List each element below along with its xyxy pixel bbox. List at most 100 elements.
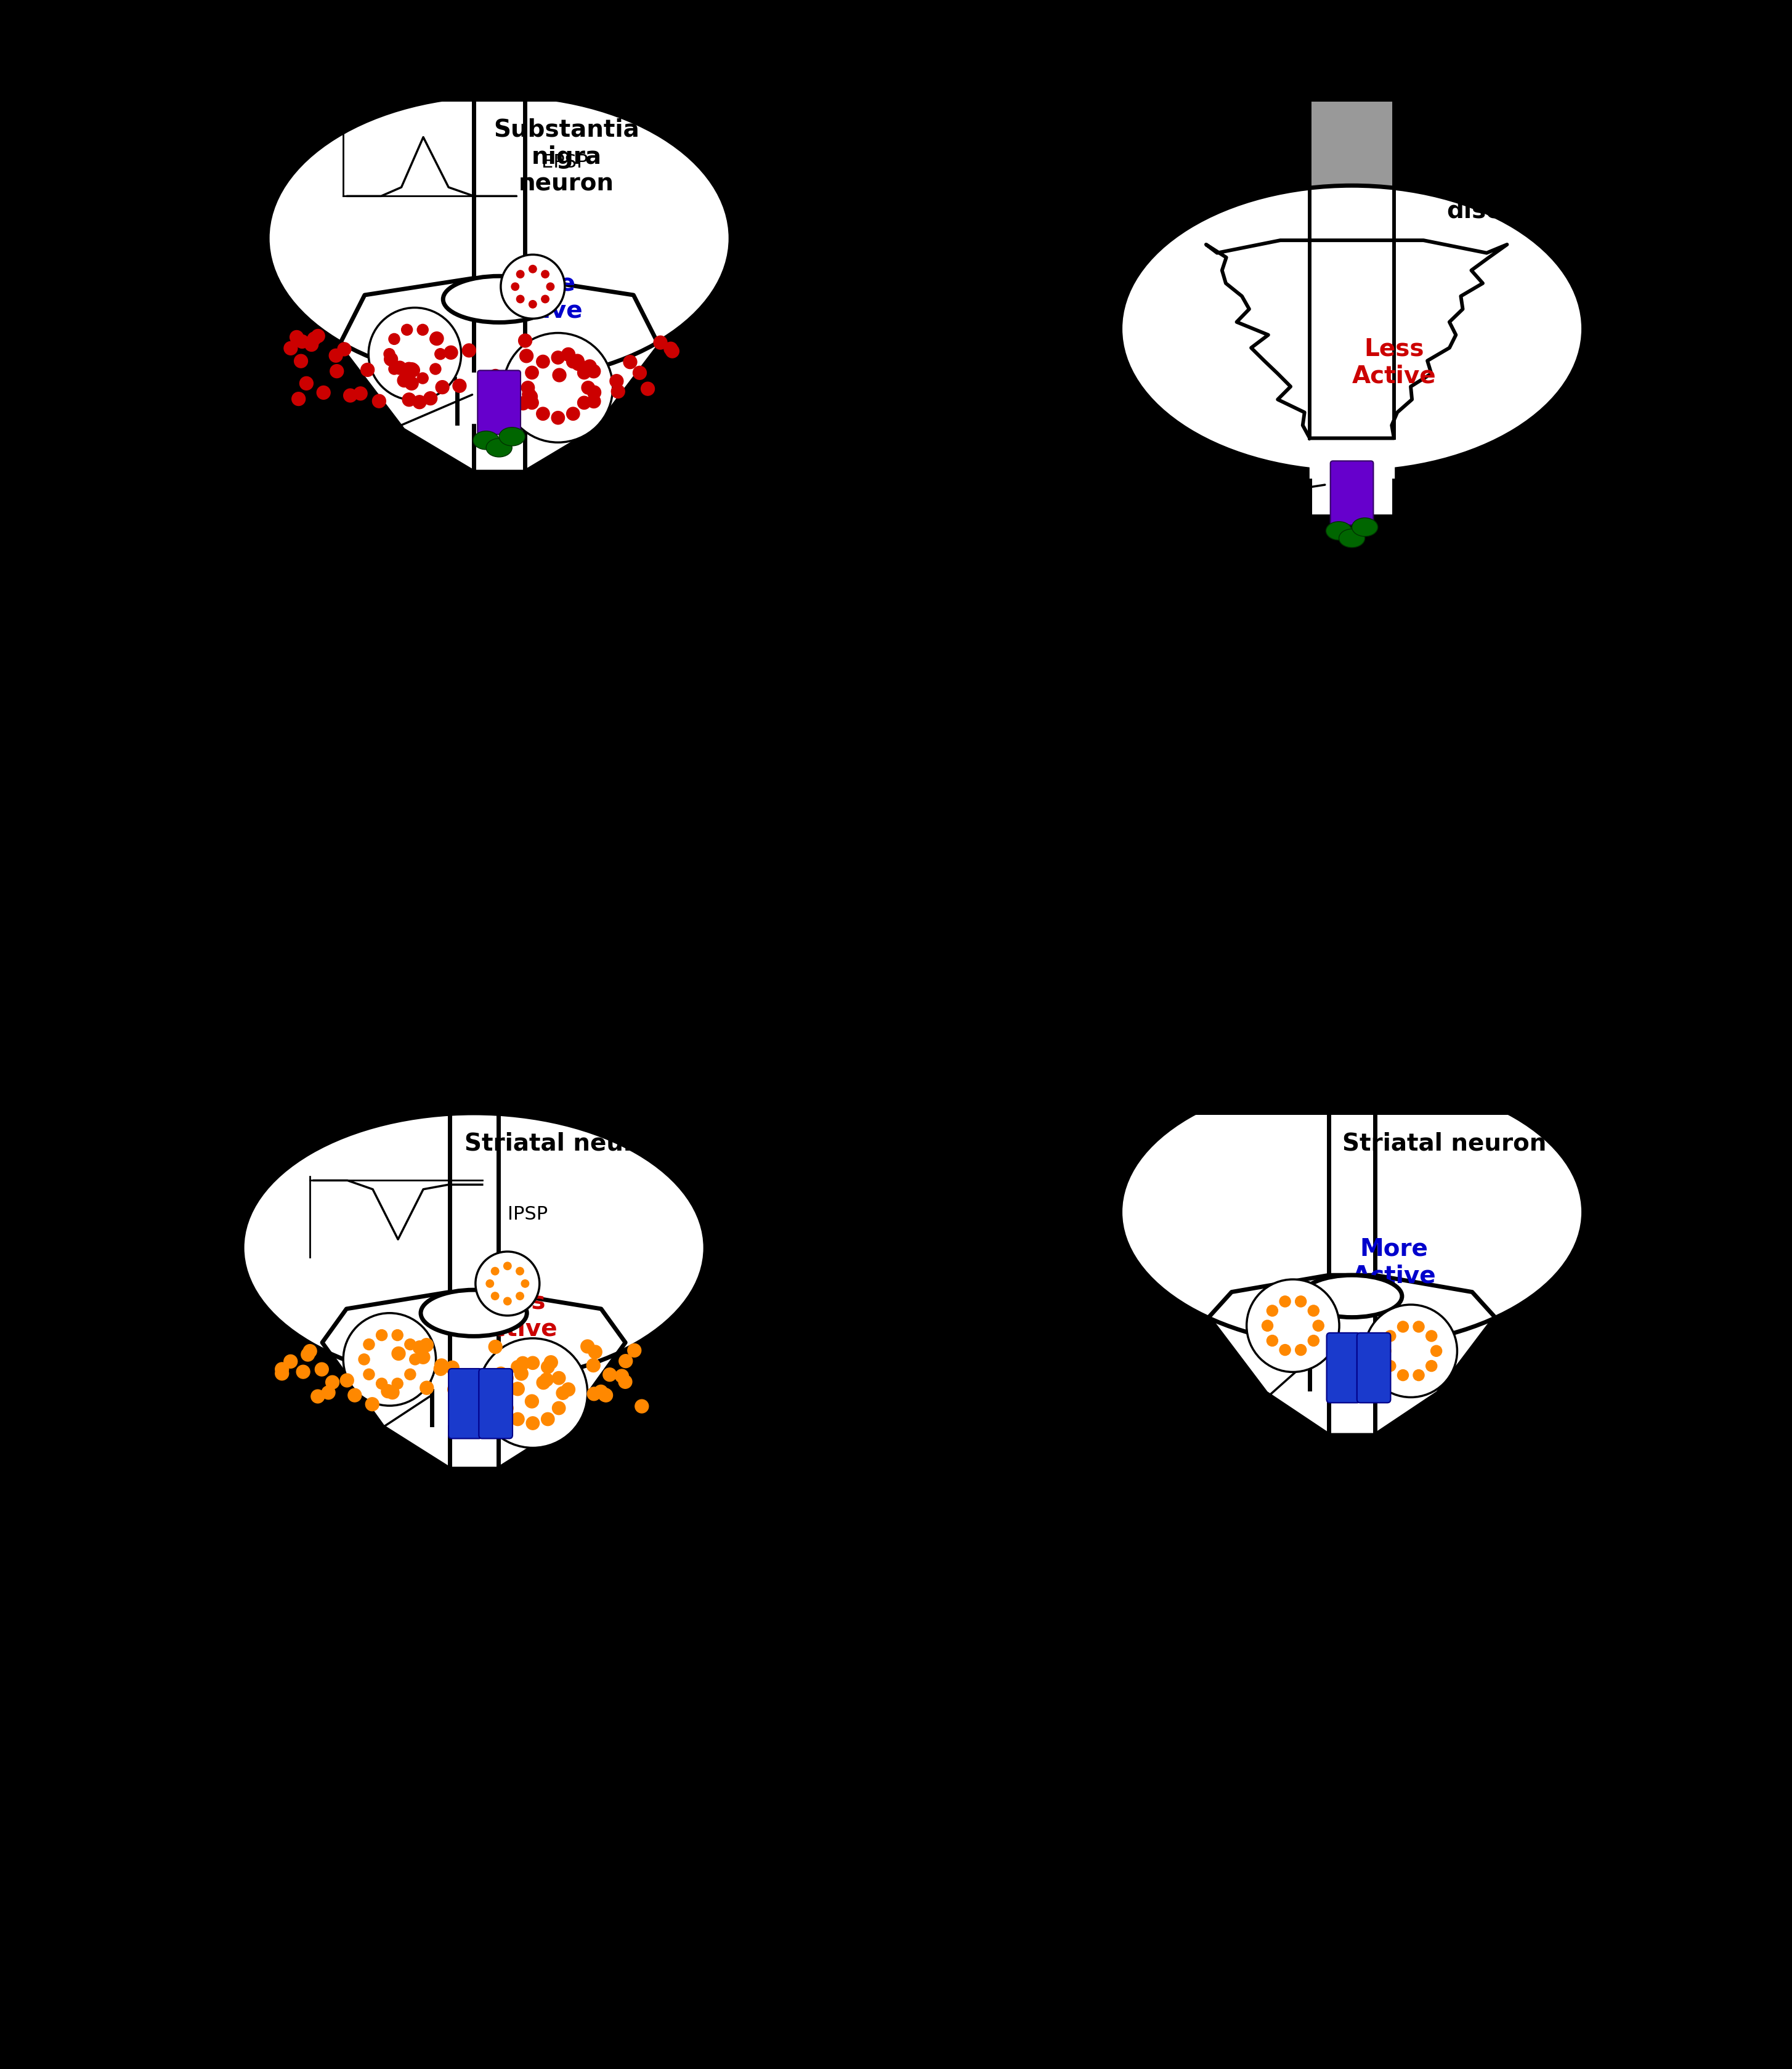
Circle shape xyxy=(358,1353,369,1366)
Circle shape xyxy=(405,362,419,377)
Circle shape xyxy=(321,1386,335,1399)
Circle shape xyxy=(1398,1322,1409,1332)
Circle shape xyxy=(615,1370,629,1382)
Circle shape xyxy=(566,408,579,420)
Circle shape xyxy=(504,1262,511,1270)
Circle shape xyxy=(1380,1345,1391,1357)
Text: Less
Active: Less Active xyxy=(473,1289,557,1341)
Circle shape xyxy=(348,1388,362,1403)
Text: Striatal
Neuron: Striatal Neuron xyxy=(957,794,1050,840)
Circle shape xyxy=(624,356,636,368)
Circle shape xyxy=(541,296,548,302)
Circle shape xyxy=(303,1345,317,1357)
Ellipse shape xyxy=(267,95,731,381)
Circle shape xyxy=(539,1374,554,1386)
Polygon shape xyxy=(473,101,525,472)
Circle shape xyxy=(1398,1370,1409,1380)
Circle shape xyxy=(500,254,564,319)
Circle shape xyxy=(511,283,520,290)
Circle shape xyxy=(419,1382,434,1395)
Circle shape xyxy=(599,1388,611,1401)
Circle shape xyxy=(552,352,564,364)
Circle shape xyxy=(373,395,385,408)
Circle shape xyxy=(392,1347,405,1359)
Circle shape xyxy=(491,1293,498,1299)
Circle shape xyxy=(401,362,416,377)
Circle shape xyxy=(434,1361,448,1376)
Circle shape xyxy=(525,395,539,410)
Circle shape xyxy=(364,1370,375,1380)
Circle shape xyxy=(498,387,513,399)
Circle shape xyxy=(654,335,667,350)
Circle shape xyxy=(296,335,308,348)
Circle shape xyxy=(435,1359,448,1372)
Circle shape xyxy=(290,331,303,343)
Ellipse shape xyxy=(1339,530,1366,548)
Text: Less
Active: Less Active xyxy=(1351,337,1435,387)
FancyBboxPatch shape xyxy=(448,1370,482,1438)
Circle shape xyxy=(1414,1370,1425,1380)
Text: D1
Receptor: D1 Receptor xyxy=(957,503,1039,542)
FancyBboxPatch shape xyxy=(478,1370,513,1438)
Circle shape xyxy=(566,356,579,368)
Circle shape xyxy=(1267,1306,1278,1316)
Circle shape xyxy=(516,1268,523,1275)
Polygon shape xyxy=(1310,480,1394,513)
Circle shape xyxy=(521,387,536,401)
Circle shape xyxy=(1385,1330,1396,1341)
Circle shape xyxy=(588,1345,602,1359)
Circle shape xyxy=(500,1372,513,1384)
Ellipse shape xyxy=(1120,186,1584,472)
Circle shape xyxy=(572,358,584,370)
Text: More
Active: More Active xyxy=(1351,1237,1435,1287)
Circle shape xyxy=(416,1351,430,1363)
Circle shape xyxy=(523,389,538,403)
Circle shape xyxy=(364,1339,375,1349)
Circle shape xyxy=(516,1357,529,1370)
Ellipse shape xyxy=(498,428,525,447)
Text: B: B xyxy=(52,1123,84,1165)
Circle shape xyxy=(385,1386,400,1399)
Circle shape xyxy=(545,1355,557,1370)
Circle shape xyxy=(405,377,418,391)
Polygon shape xyxy=(339,277,659,472)
Circle shape xyxy=(525,366,539,379)
Circle shape xyxy=(520,350,534,362)
Circle shape xyxy=(407,364,419,377)
Circle shape xyxy=(283,1355,297,1368)
Ellipse shape xyxy=(421,1289,527,1337)
Circle shape xyxy=(529,300,536,308)
Circle shape xyxy=(326,1376,339,1388)
Circle shape xyxy=(389,333,400,346)
Circle shape xyxy=(392,1330,403,1341)
Circle shape xyxy=(382,1384,394,1399)
Circle shape xyxy=(344,389,357,401)
Circle shape xyxy=(633,366,647,379)
Ellipse shape xyxy=(443,275,556,323)
Circle shape xyxy=(294,354,308,368)
Text: Dopamine: Dopamine xyxy=(726,476,823,494)
Polygon shape xyxy=(1206,240,1507,439)
Circle shape xyxy=(521,1281,529,1287)
Circle shape xyxy=(541,1413,554,1426)
Text: GPi neuron: GPi neuron xyxy=(79,1862,217,1883)
Circle shape xyxy=(317,385,330,399)
Polygon shape xyxy=(457,389,541,424)
Circle shape xyxy=(514,1368,529,1380)
Circle shape xyxy=(292,393,305,406)
Polygon shape xyxy=(1208,1275,1495,1436)
Circle shape xyxy=(491,1268,498,1275)
Circle shape xyxy=(1267,1335,1278,1347)
Circle shape xyxy=(618,1376,633,1388)
Text: GPi neuron: GPi neuron xyxy=(957,1862,1095,1883)
Circle shape xyxy=(521,381,534,395)
Circle shape xyxy=(392,362,407,374)
Circle shape xyxy=(577,366,591,379)
Circle shape xyxy=(511,1361,525,1374)
Circle shape xyxy=(305,337,319,352)
Circle shape xyxy=(1426,1330,1437,1341)
Circle shape xyxy=(586,1359,600,1372)
FancyBboxPatch shape xyxy=(478,370,520,434)
Circle shape xyxy=(475,1252,539,1316)
Polygon shape xyxy=(1310,463,1394,484)
